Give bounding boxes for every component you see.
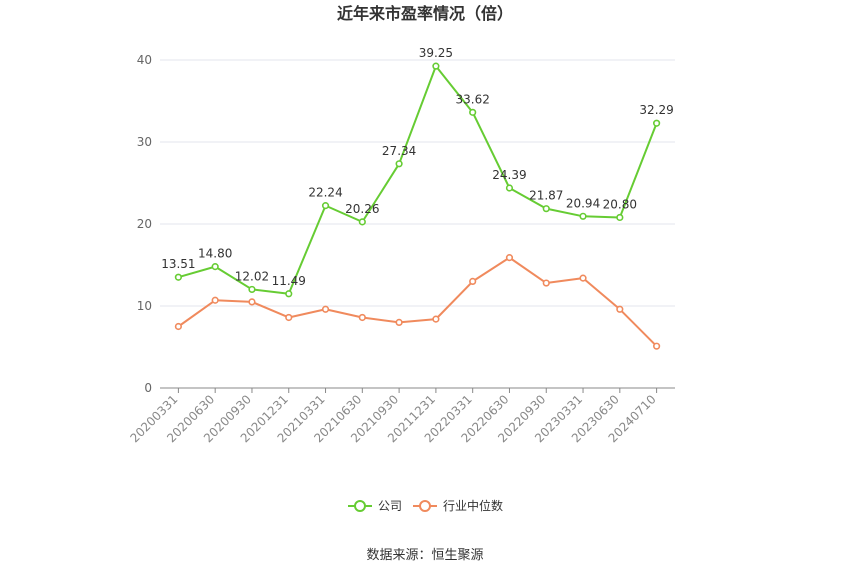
legend-company-label: 公司	[378, 499, 402, 513]
legend-industry-marker	[419, 500, 431, 512]
legend-company-marker	[354, 500, 366, 512]
data-label-company: 11.49	[272, 274, 306, 288]
chart-title: 近年来市盈率情况（倍）	[337, 4, 513, 23]
data-point-company	[174, 273, 182, 281]
data-point-industry-median	[505, 254, 514, 262]
x-axis: 2020033120200630202009302020123120210331…	[127, 387, 675, 445]
data-point-company	[358, 218, 366, 226]
data-label-company: 20.80	[603, 197, 637, 211]
grid-lines	[160, 59, 675, 307]
data-point-industry-median	[211, 296, 219, 304]
y-axis: 0 10 20 30 40	[137, 53, 152, 395]
data-label-company: 20.26	[345, 202, 379, 216]
data-point-industry-median	[321, 305, 330, 313]
data-point-company	[542, 205, 550, 213]
series-line-industry-median	[177, 256, 658, 347]
y-tick-label: 40	[137, 53, 152, 67]
series-line-company	[178, 65, 658, 295]
data-label-company: 32.29	[639, 103, 673, 117]
data-point-industry-median	[395, 318, 403, 327]
data-point-industry-median	[174, 322, 182, 331]
data-label-company: 22.24	[308, 186, 342, 200]
y-tick-label: 20	[137, 217, 152, 231]
data-point-industry-median	[616, 305, 624, 313]
y-tick-label: 30	[137, 135, 152, 149]
data-point-company	[248, 285, 256, 294]
data-label-company: 12.02	[235, 269, 269, 283]
data-point-company	[616, 213, 624, 222]
data-point-company	[321, 202, 330, 210]
y-tick-label: 0	[144, 381, 152, 395]
data-point-industry-median	[653, 342, 661, 350]
data-point-industry-median	[358, 313, 366, 322]
data-label-company: 21.87	[529, 189, 563, 203]
data-point-industry-median	[248, 298, 256, 306]
data-point-company	[469, 108, 477, 116]
data-point-company	[579, 212, 587, 220]
data-label-company: 13.51	[161, 257, 195, 271]
data-point-company	[285, 290, 293, 298]
data-point-industry-median	[285, 313, 293, 322]
data-point-company	[432, 62, 440, 70]
data-label-company: 20.94	[566, 196, 600, 210]
data-label-company: 39.25	[419, 46, 453, 60]
data-label-company: 14.80	[198, 247, 232, 261]
data-point-industry-median	[542, 279, 550, 287]
data-point-company	[211, 263, 219, 271]
data-point-company	[653, 119, 661, 127]
y-tick-label: 10	[137, 299, 152, 313]
data-point-industry-median	[469, 277, 477, 286]
legend-industry-label: 行业中位数	[443, 498, 503, 513]
data-point-industry-median	[432, 315, 440, 323]
legend: 公司 行业中位数	[348, 498, 503, 513]
data-label-company: 27.34	[382, 144, 416, 158]
data-label-company: 24.39	[492, 168, 526, 182]
data-label-company: 33.62	[455, 92, 489, 106]
data-point-company	[505, 184, 514, 192]
source-text: 数据来源：恒生聚源	[366, 548, 483, 563]
data-point-industry-median	[579, 274, 587, 282]
data-point-company	[395, 160, 403, 168]
